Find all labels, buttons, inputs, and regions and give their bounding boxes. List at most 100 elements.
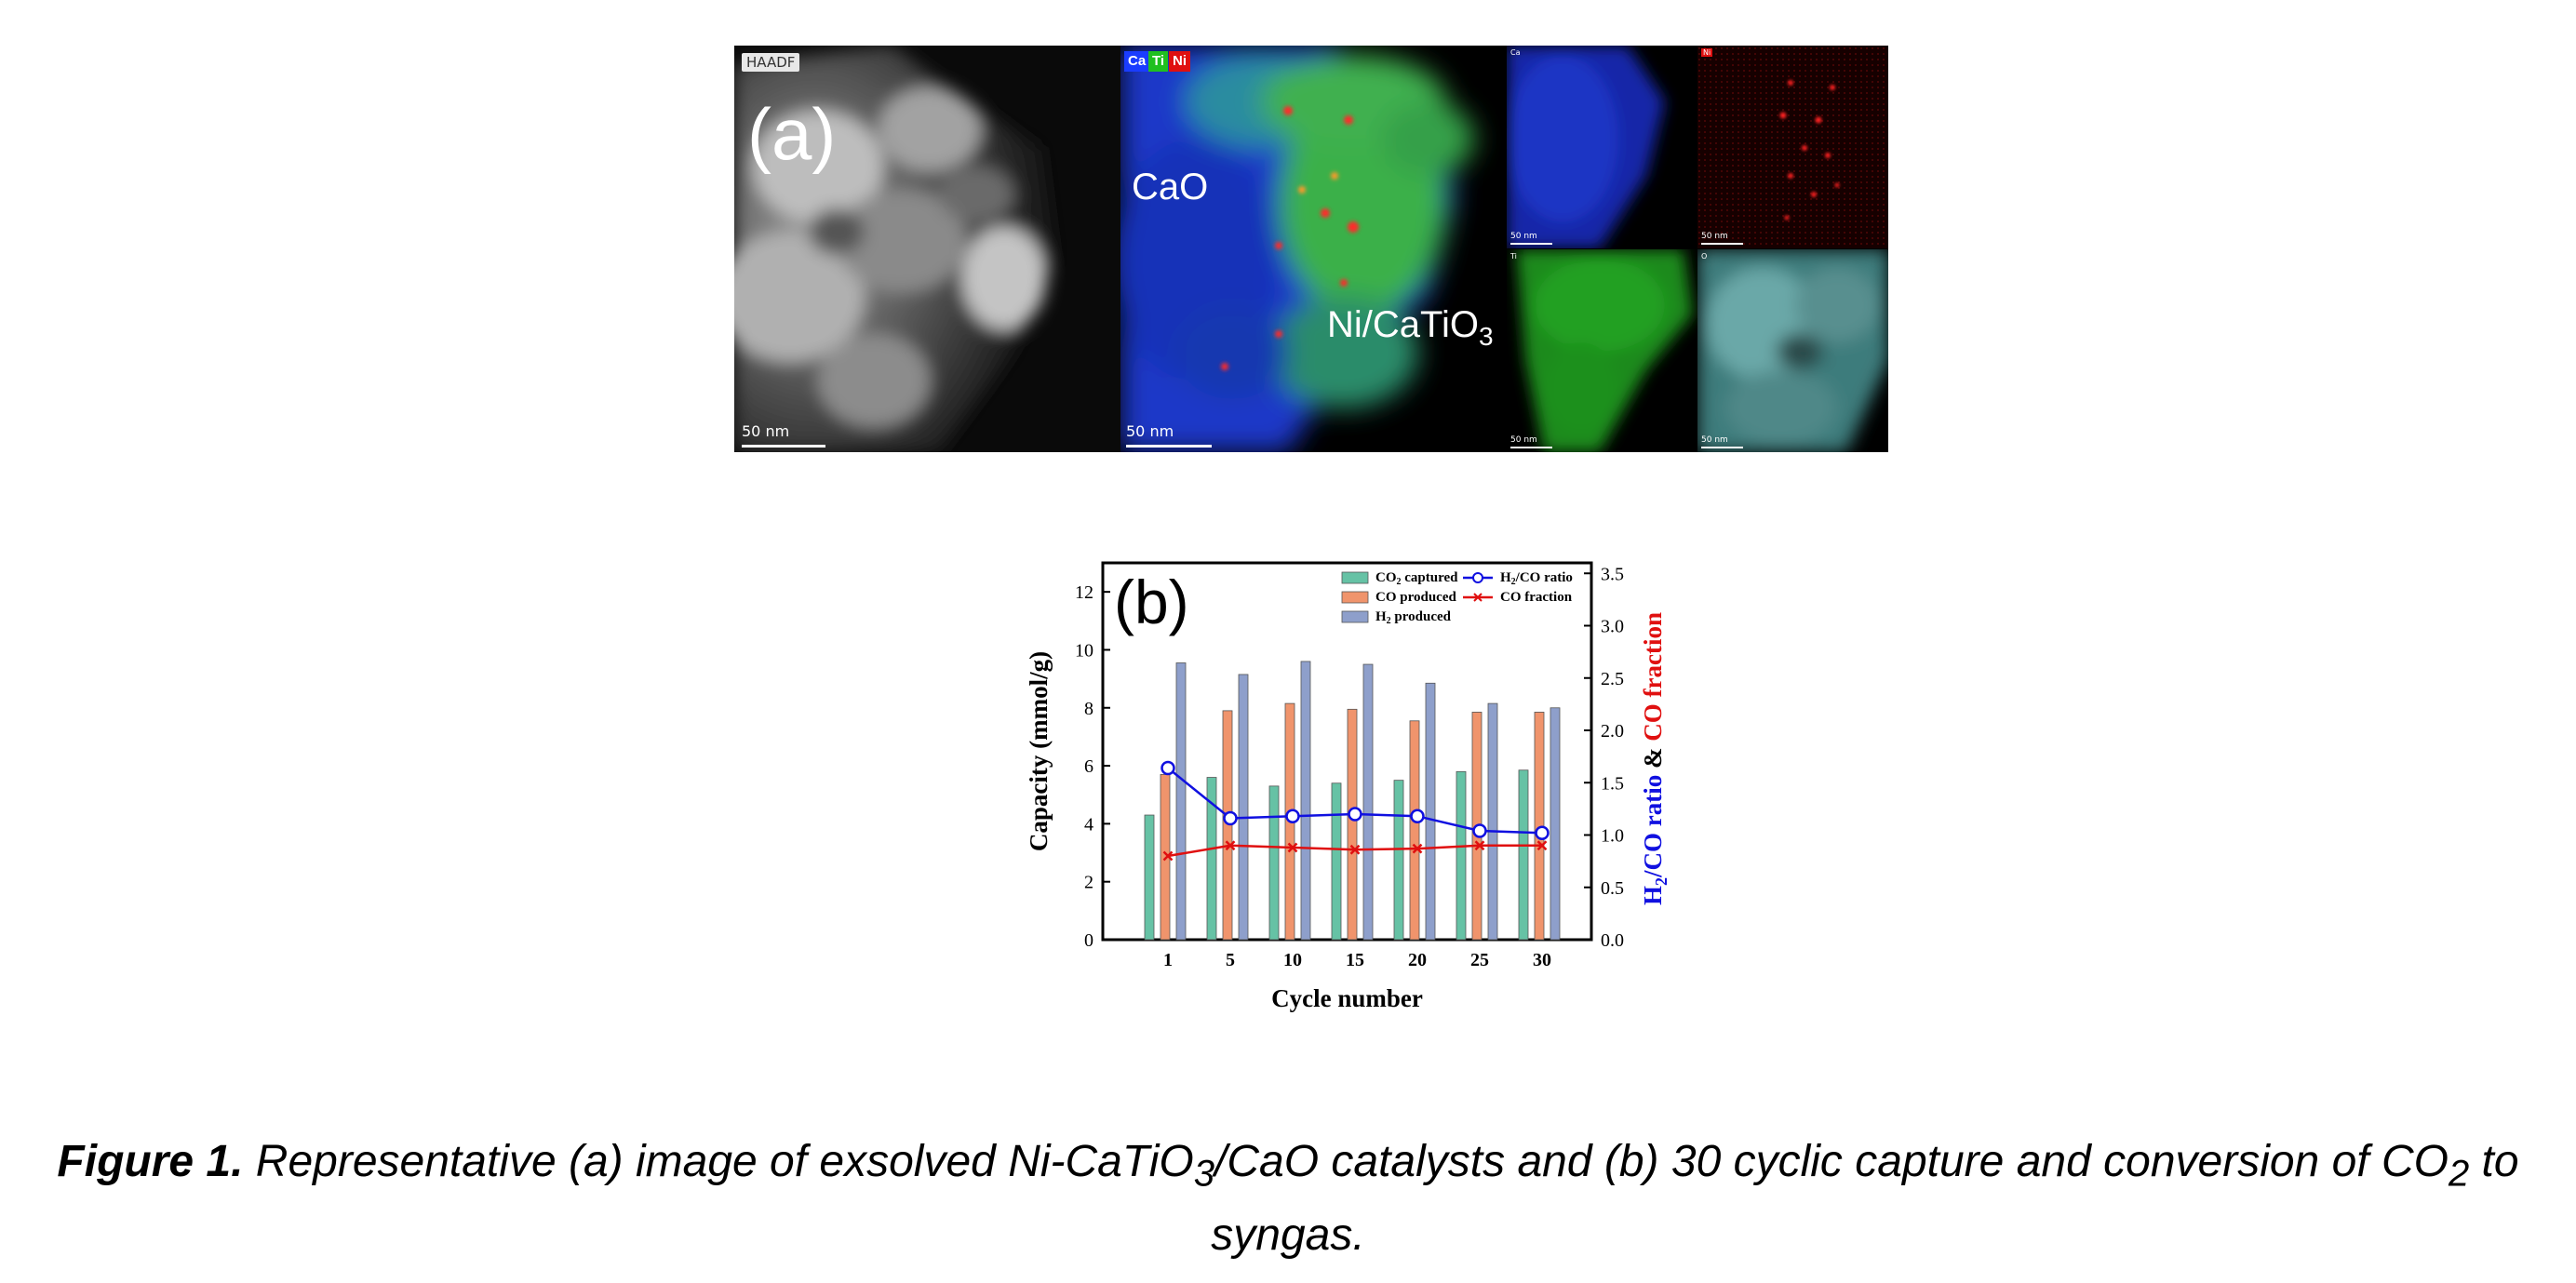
ni-map-tag: Ni [1701, 48, 1713, 57]
panel-b-letter: (b) [1114, 568, 1189, 636]
x-tick-label: 25 [1470, 950, 1489, 970]
bar-h2-produced [1238, 674, 1249, 941]
y2-tick-label: 3.0 [1601, 617, 1624, 637]
y2-tick-label: 1.5 [1601, 773, 1624, 794]
legend-label-suffix: /CO ratio [1515, 570, 1573, 585]
point-h2-co-ratio [1348, 807, 1362, 822]
y-tick-label: 12 [1075, 582, 1093, 603]
caption-label: Figure 1. [57, 1137, 244, 1186]
y2-tick-label: 2.0 [1601, 721, 1624, 742]
y-tick-label: 10 [1075, 640, 1093, 661]
o-map-image: O 50 nm [1697, 249, 1888, 452]
bar-co2-captured [1206, 777, 1217, 941]
point-co-fraction [1225, 840, 1236, 851]
scale-bar [742, 445, 825, 448]
legend-ti: Ti [1148, 51, 1169, 72]
bar-co2-captured [1393, 780, 1404, 941]
legend-label-prefix: H [1500, 570, 1511, 585]
bar-co2-captured [1268, 785, 1280, 941]
haadf-tag: HAADF [742, 53, 800, 72]
x-axis-title: Cycle number [1271, 984, 1423, 1012]
y2-axis-title: H2/CO ratio & CO fraction [1639, 612, 1670, 905]
point-co-fraction [1162, 850, 1174, 862]
legend-label-prefix: CO fraction [1500, 590, 1573, 605]
point-co-fraction [1474, 840, 1485, 851]
legend-label-h2-co-ratio: H2/CO ratio [1500, 570, 1573, 587]
scale-bar [1126, 445, 1212, 448]
ni-map-image: Ni 50 nm [1697, 46, 1888, 248]
bar-co2-captured [1144, 814, 1155, 941]
bar-co-produced [1347, 708, 1358, 941]
ni-catio3-label: Ni/CaTiO3 [1327, 304, 1494, 351]
point-h2-co-ratio [1285, 809, 1300, 823]
legend-label-co-produced: CO produced [1375, 590, 1456, 605]
y2-title-ratio-suffix: /CO ratio [1639, 775, 1667, 878]
bar-co2-captured [1331, 782, 1342, 941]
scale-label: 50 nm [1510, 435, 1537, 445]
ti-map-image: Ti 50 nm [1507, 249, 1697, 452]
y2-tick-label: 3.5 [1601, 564, 1624, 584]
legend-swatch-co2-captured [1341, 571, 1369, 584]
o-map-tag: O [1701, 252, 1708, 261]
y2-tick-label: 0.5 [1601, 878, 1624, 899]
y-tick-label: 0 [1084, 930, 1093, 951]
bar-co-produced [1534, 712, 1545, 941]
point-h2-co-ratio [1410, 809, 1425, 823]
point-co-fraction [1412, 843, 1423, 854]
scale-label: 50 nm [1126, 422, 1174, 440]
legend-label-sub: 2 [1397, 577, 1402, 587]
caption-sub-2: 2 [2448, 1153, 2470, 1195]
bar-h2-produced [1362, 663, 1374, 941]
scale-label: 50 nm [1510, 232, 1537, 241]
y-tick-label: 2 [1084, 873, 1093, 893]
ca-map-image: Ca 50 nm [1507, 46, 1697, 248]
bar-h2-produced [1487, 702, 1498, 941]
tem-image-panel: HAADF (a) 50 nm [734, 46, 1888, 452]
bar-h2-produced [1175, 662, 1187, 941]
y2-tick-label: 0.0 [1601, 930, 1624, 951]
x-tick-label: 20 [1408, 950, 1427, 970]
scale-label: 50 nm [1701, 435, 1728, 445]
haadf-image: HAADF (a) 50 nm [734, 46, 1120, 452]
y-tick-label: 6 [1084, 756, 1093, 777]
point-co-fraction [1349, 844, 1361, 855]
caption-text-2: /CaO catalysts and (b) 30 cyclic capture… [1214, 1137, 2449, 1186]
point-co-fraction [1536, 840, 1548, 851]
scale-bar [1701, 447, 1743, 448]
legend-label-h2-produced: H2 produced [1375, 609, 1452, 626]
legend-label-prefix: CO [1375, 570, 1397, 585]
y-tick-label: 4 [1084, 814, 1093, 835]
point-h2-co-ratio [1161, 760, 1175, 776]
scale-label: 50 nm [1701, 232, 1728, 241]
figure-caption: Figure 1. Representative (a) image of ex… [19, 1131, 2557, 1266]
bar-h2-produced [1550, 707, 1561, 941]
legend-label-prefix: CO produced [1375, 590, 1456, 605]
legend-label-co2-captured: CO2 captured [1375, 570, 1458, 587]
legend-label-co-fraction: CO fraction [1500, 590, 1573, 605]
x-tick-label: 1 [1163, 950, 1173, 970]
bar-co2-captured [1518, 769, 1529, 941]
caption-text-1: Representative (a) image of exsolved Ni-… [243, 1137, 1194, 1186]
y2-title-ratio-prefix: H [1639, 886, 1667, 905]
point-h2-co-ratio [1472, 823, 1487, 838]
legend-swatch-co-produced [1341, 591, 1369, 604]
y2-tick-label: 1.0 [1601, 826, 1624, 847]
legend-marker-h2-co-ratio [1472, 572, 1483, 583]
caption-sub-1: 3 [1193, 1153, 1215, 1195]
x-tick-label: 30 [1533, 950, 1551, 970]
cao-label: CaO [1132, 167, 1209, 207]
legend-marker-co-fraction [1473, 593, 1483, 602]
legend-label-sub: 2 [1511, 577, 1516, 587]
x-tick-label: 5 [1226, 950, 1235, 970]
y2-title-ratio-sub: 2 [1652, 877, 1670, 886]
panel-a-letter: (a) [747, 93, 837, 175]
y-axis-title: Capacity (mmol/g) [1025, 651, 1053, 851]
ca-map-tag: Ca [1510, 48, 1521, 57]
y2-title-fraction: CO fraction [1639, 612, 1667, 742]
plot-frame [1101, 561, 1593, 942]
legend-ca: Ca [1124, 51, 1150, 72]
bar-h2-produced [1300, 661, 1311, 941]
eds-overlay-image: Ca Ti Ni CaO Ni/CaTiO3 50 nm [1120, 46, 1507, 452]
point-h2-co-ratio [1223, 810, 1238, 826]
